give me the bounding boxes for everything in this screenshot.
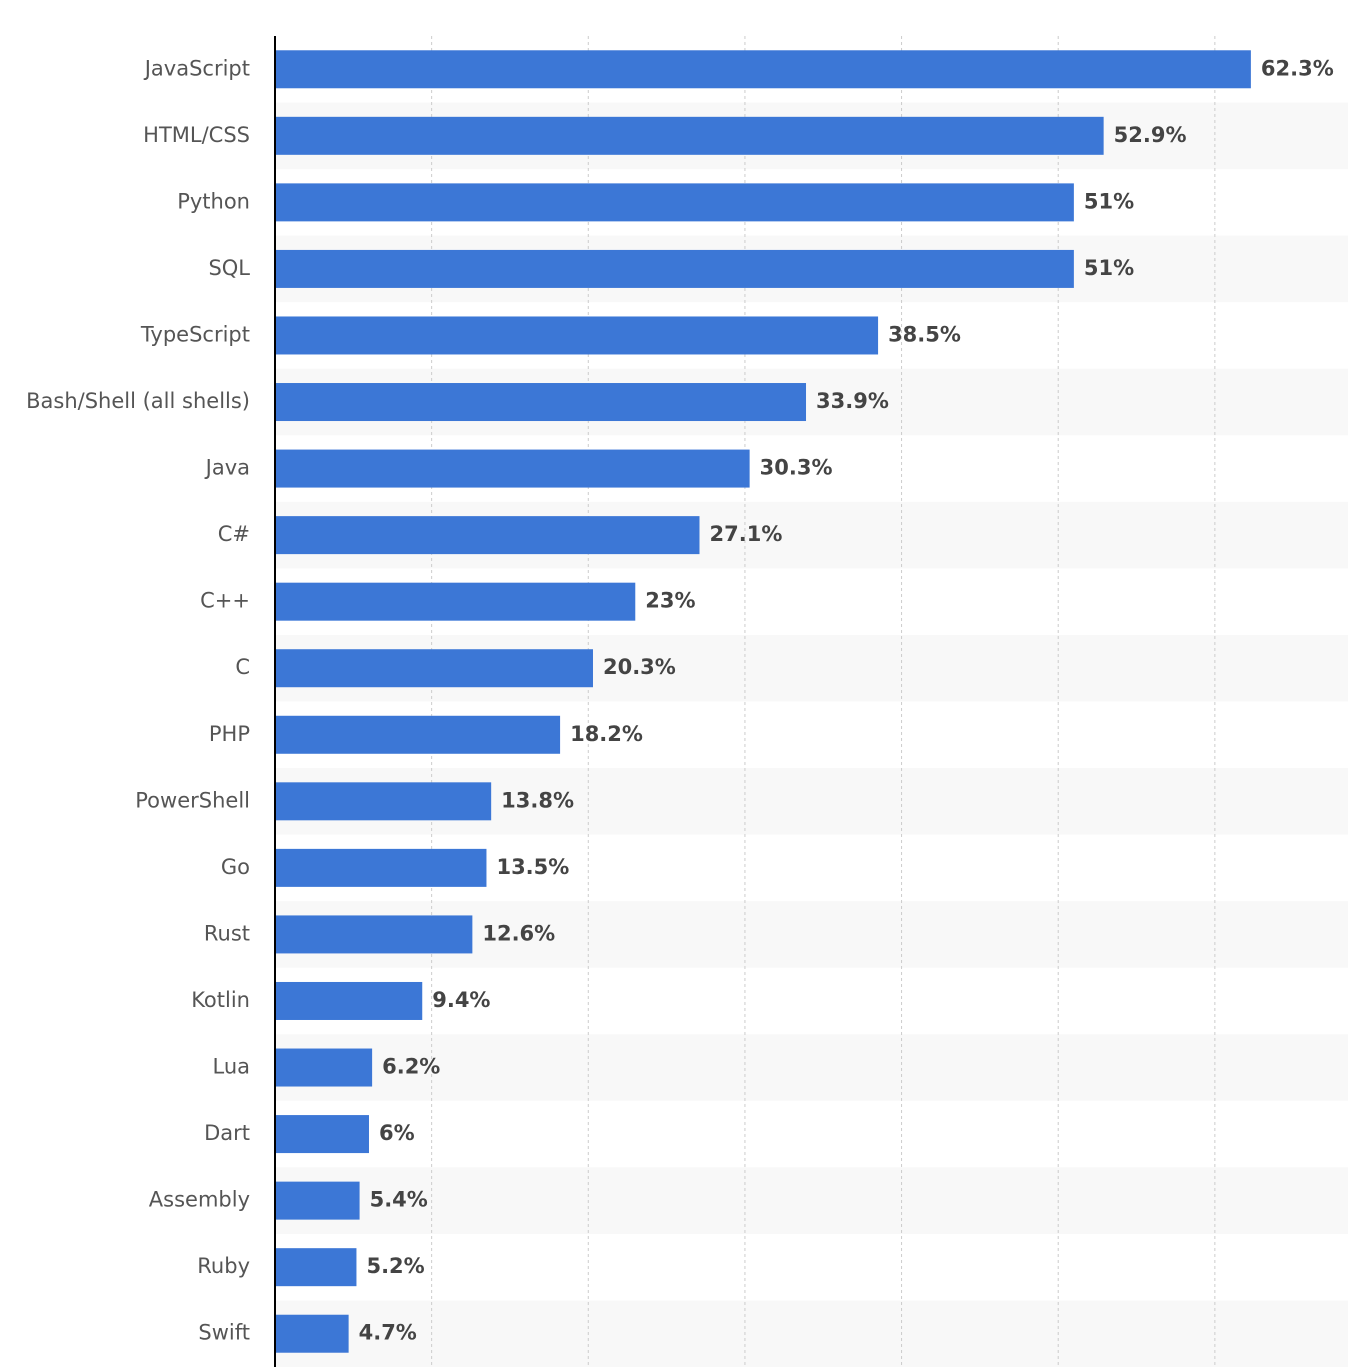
value-label: 6.2% [382,1055,440,1079]
category-label: Swift [198,1321,250,1345]
bar [275,1115,369,1154]
bar [275,1181,360,1220]
bar [275,249,1074,288]
value-label: 4.7% [359,1321,417,1345]
category-label: PHP [209,722,250,746]
value-label: 62.3% [1261,56,1334,80]
category-label: TypeScript [140,322,250,346]
category-label: PowerShell [135,788,250,812]
category-label: Lua [212,1055,250,1079]
category-label: JavaScript [143,56,250,80]
bar [275,449,750,488]
category-label: Rust [204,921,250,945]
value-label: 23% [645,589,695,613]
category-label: SQL [208,256,250,280]
value-label: 27.1% [710,522,783,546]
category-label: C# [218,522,250,546]
bar [275,516,700,555]
value-label: 38.5% [888,322,961,346]
bar [275,1248,357,1287]
bar [275,782,492,821]
category-label: C++ [200,589,250,613]
value-label: 13.5% [496,855,569,879]
value-label: 18.2% [570,722,643,746]
bar [275,183,1074,222]
category-label: Ruby [197,1254,250,1278]
row-stripe [275,1300,1348,1367]
value-label: 9.4% [432,988,490,1012]
bar [275,50,1251,89]
value-label: 5.4% [370,1188,428,1212]
category-label: Python [177,189,250,213]
category-label: Go [221,855,250,879]
category-label: C [235,655,250,679]
value-label: 30.3% [760,456,833,480]
value-label: 33.9% [816,389,889,413]
bar [275,981,423,1020]
category-label: Java [204,456,250,480]
category-label: Assembly [149,1188,250,1212]
bar [275,1314,349,1353]
category-label: HTML/CSS [143,123,250,147]
bar [275,1048,373,1087]
bar [275,848,487,887]
value-label: 51% [1084,189,1134,213]
value-label: 13.8% [501,788,574,812]
category-label: Bash/Shell (all shells) [26,389,250,413]
bar [275,383,807,422]
bar [275,915,473,954]
value-label: 12.6% [482,921,555,945]
row-stripe [275,1034,1348,1101]
bar [275,715,561,754]
value-label: 52.9% [1114,123,1187,147]
value-label: 5.2% [366,1254,424,1278]
value-label: 6% [379,1121,415,1145]
bar [275,649,593,688]
bar [275,116,1104,155]
bar [275,316,879,355]
value-label: 20.3% [603,655,676,679]
bar [275,582,636,621]
category-label: Kotlin [191,988,250,1012]
row-stripe [275,1167,1348,1234]
value-label: 51% [1084,256,1134,280]
category-label: Dart [204,1121,250,1145]
